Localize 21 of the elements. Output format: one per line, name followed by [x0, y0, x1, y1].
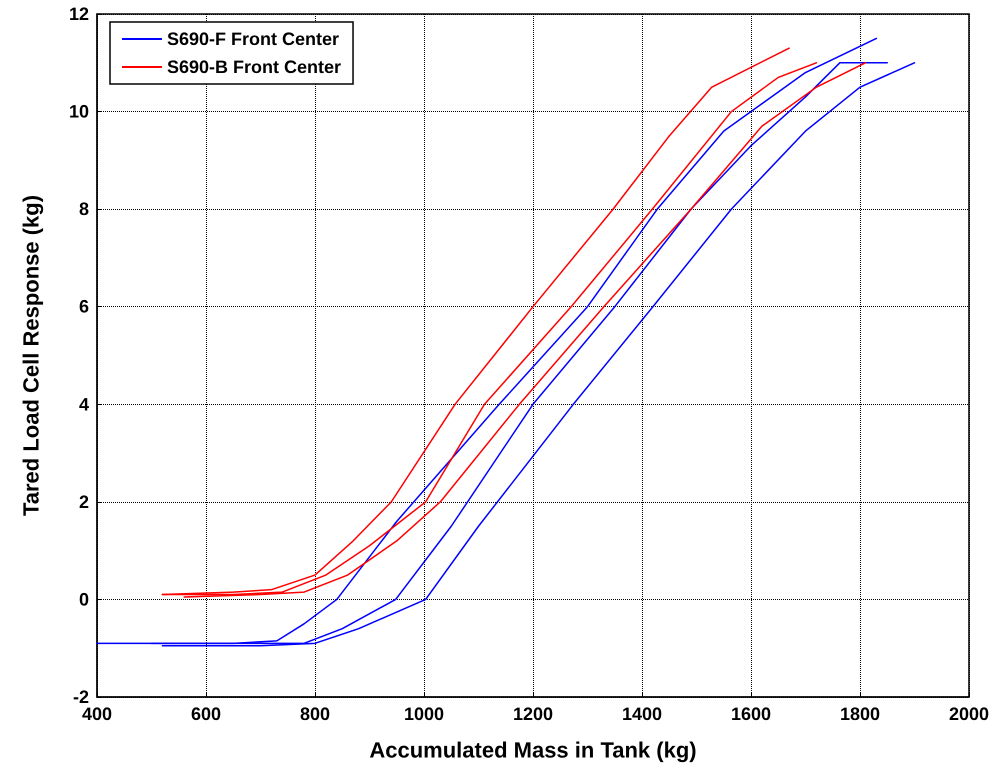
x-tick-label: 1000: [404, 704, 444, 724]
y-tick-label: 10: [68, 102, 89, 122]
y-tick-label: 12: [68, 4, 89, 24]
y-tick-label: -2: [72, 687, 89, 707]
x-tick-label: 1400: [622, 704, 662, 724]
x-tick-label: 1200: [512, 704, 554, 724]
x-tick-label: 2000: [948, 704, 989, 724]
x-tick-label: 1800: [840, 704, 880, 724]
y-axis-title: Tared Load Cell Response (kg): [18, 194, 44, 516]
legend-label: S690-F Front Center: [167, 29, 340, 49]
x-tick-label: 800: [300, 704, 330, 724]
y-tick-label: 4: [78, 394, 89, 414]
x-tick-label: 600: [190, 704, 222, 724]
x-tick-label: 1600: [730, 704, 772, 724]
y-tick-label: 2: [78, 492, 89, 512]
x-axis-title: Accumulated Mass in Tank (kg): [369, 738, 697, 762]
y-tick-label: 0: [78, 589, 89, 610]
y-tick-label: 8: [78, 199, 89, 220]
x-tick-label: 400: [82, 704, 112, 724]
y-tick-label: 6: [78, 296, 89, 317]
legend-label: S690-B Front Center: [167, 57, 342, 77]
